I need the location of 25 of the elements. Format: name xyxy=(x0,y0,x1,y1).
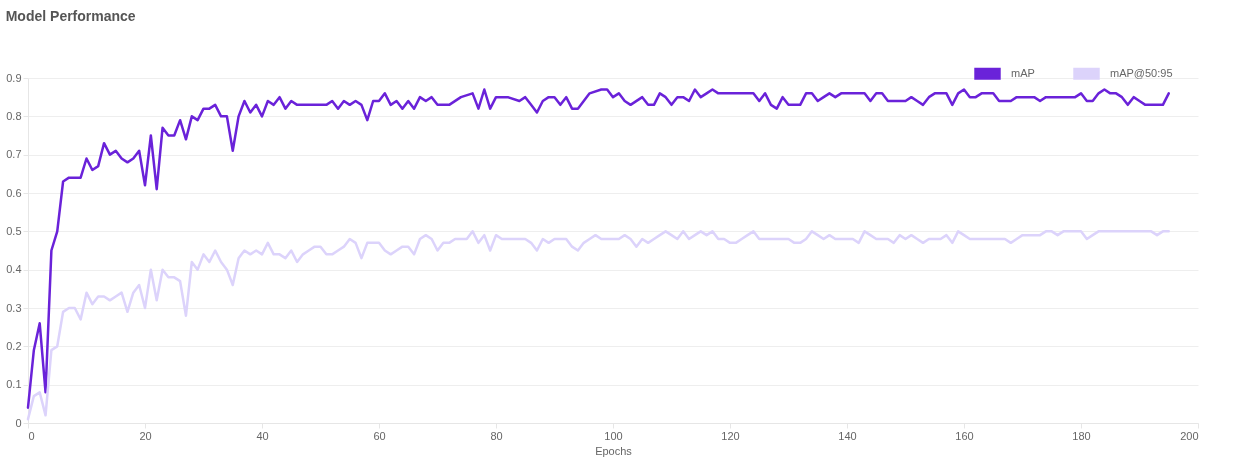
x-tick-label: 120 xyxy=(721,429,740,442)
x-tick-label: 180 xyxy=(1072,429,1091,442)
y-tick-label: 0.4 xyxy=(6,263,22,276)
x-tick-label: 80 xyxy=(490,429,503,442)
y-tick-label: 0.8 xyxy=(6,109,22,122)
x-tick-label: 60 xyxy=(373,429,386,442)
x-axis-title: Epochs xyxy=(595,444,633,457)
y-tick-label: 0.7 xyxy=(6,148,22,161)
x-tick-label: 40 xyxy=(256,429,269,442)
x-tick-label: 160 xyxy=(955,429,974,442)
y-tick-label: 0.3 xyxy=(6,301,22,314)
x-tick-label: 200 xyxy=(1180,429,1199,442)
y-tick-label: 0.6 xyxy=(6,186,22,199)
x-tick-label: 140 xyxy=(838,429,857,442)
x-tick-label: 100 xyxy=(604,429,623,442)
legend-label: mAP xyxy=(1011,66,1035,79)
y-tick-label: 0.2 xyxy=(6,339,22,352)
x-tick-label: 20 xyxy=(139,429,152,442)
y-tick-label: 0.5 xyxy=(6,224,22,237)
y-tick-label: 0.9 xyxy=(6,71,22,84)
chart-title: Model Performance xyxy=(5,8,136,24)
x-tick-label: 0 xyxy=(28,429,35,442)
y-tick-label: 0 xyxy=(15,416,22,429)
legend-label: mAP@50:95 xyxy=(1110,66,1173,79)
y-tick-label: 0.1 xyxy=(6,378,22,391)
